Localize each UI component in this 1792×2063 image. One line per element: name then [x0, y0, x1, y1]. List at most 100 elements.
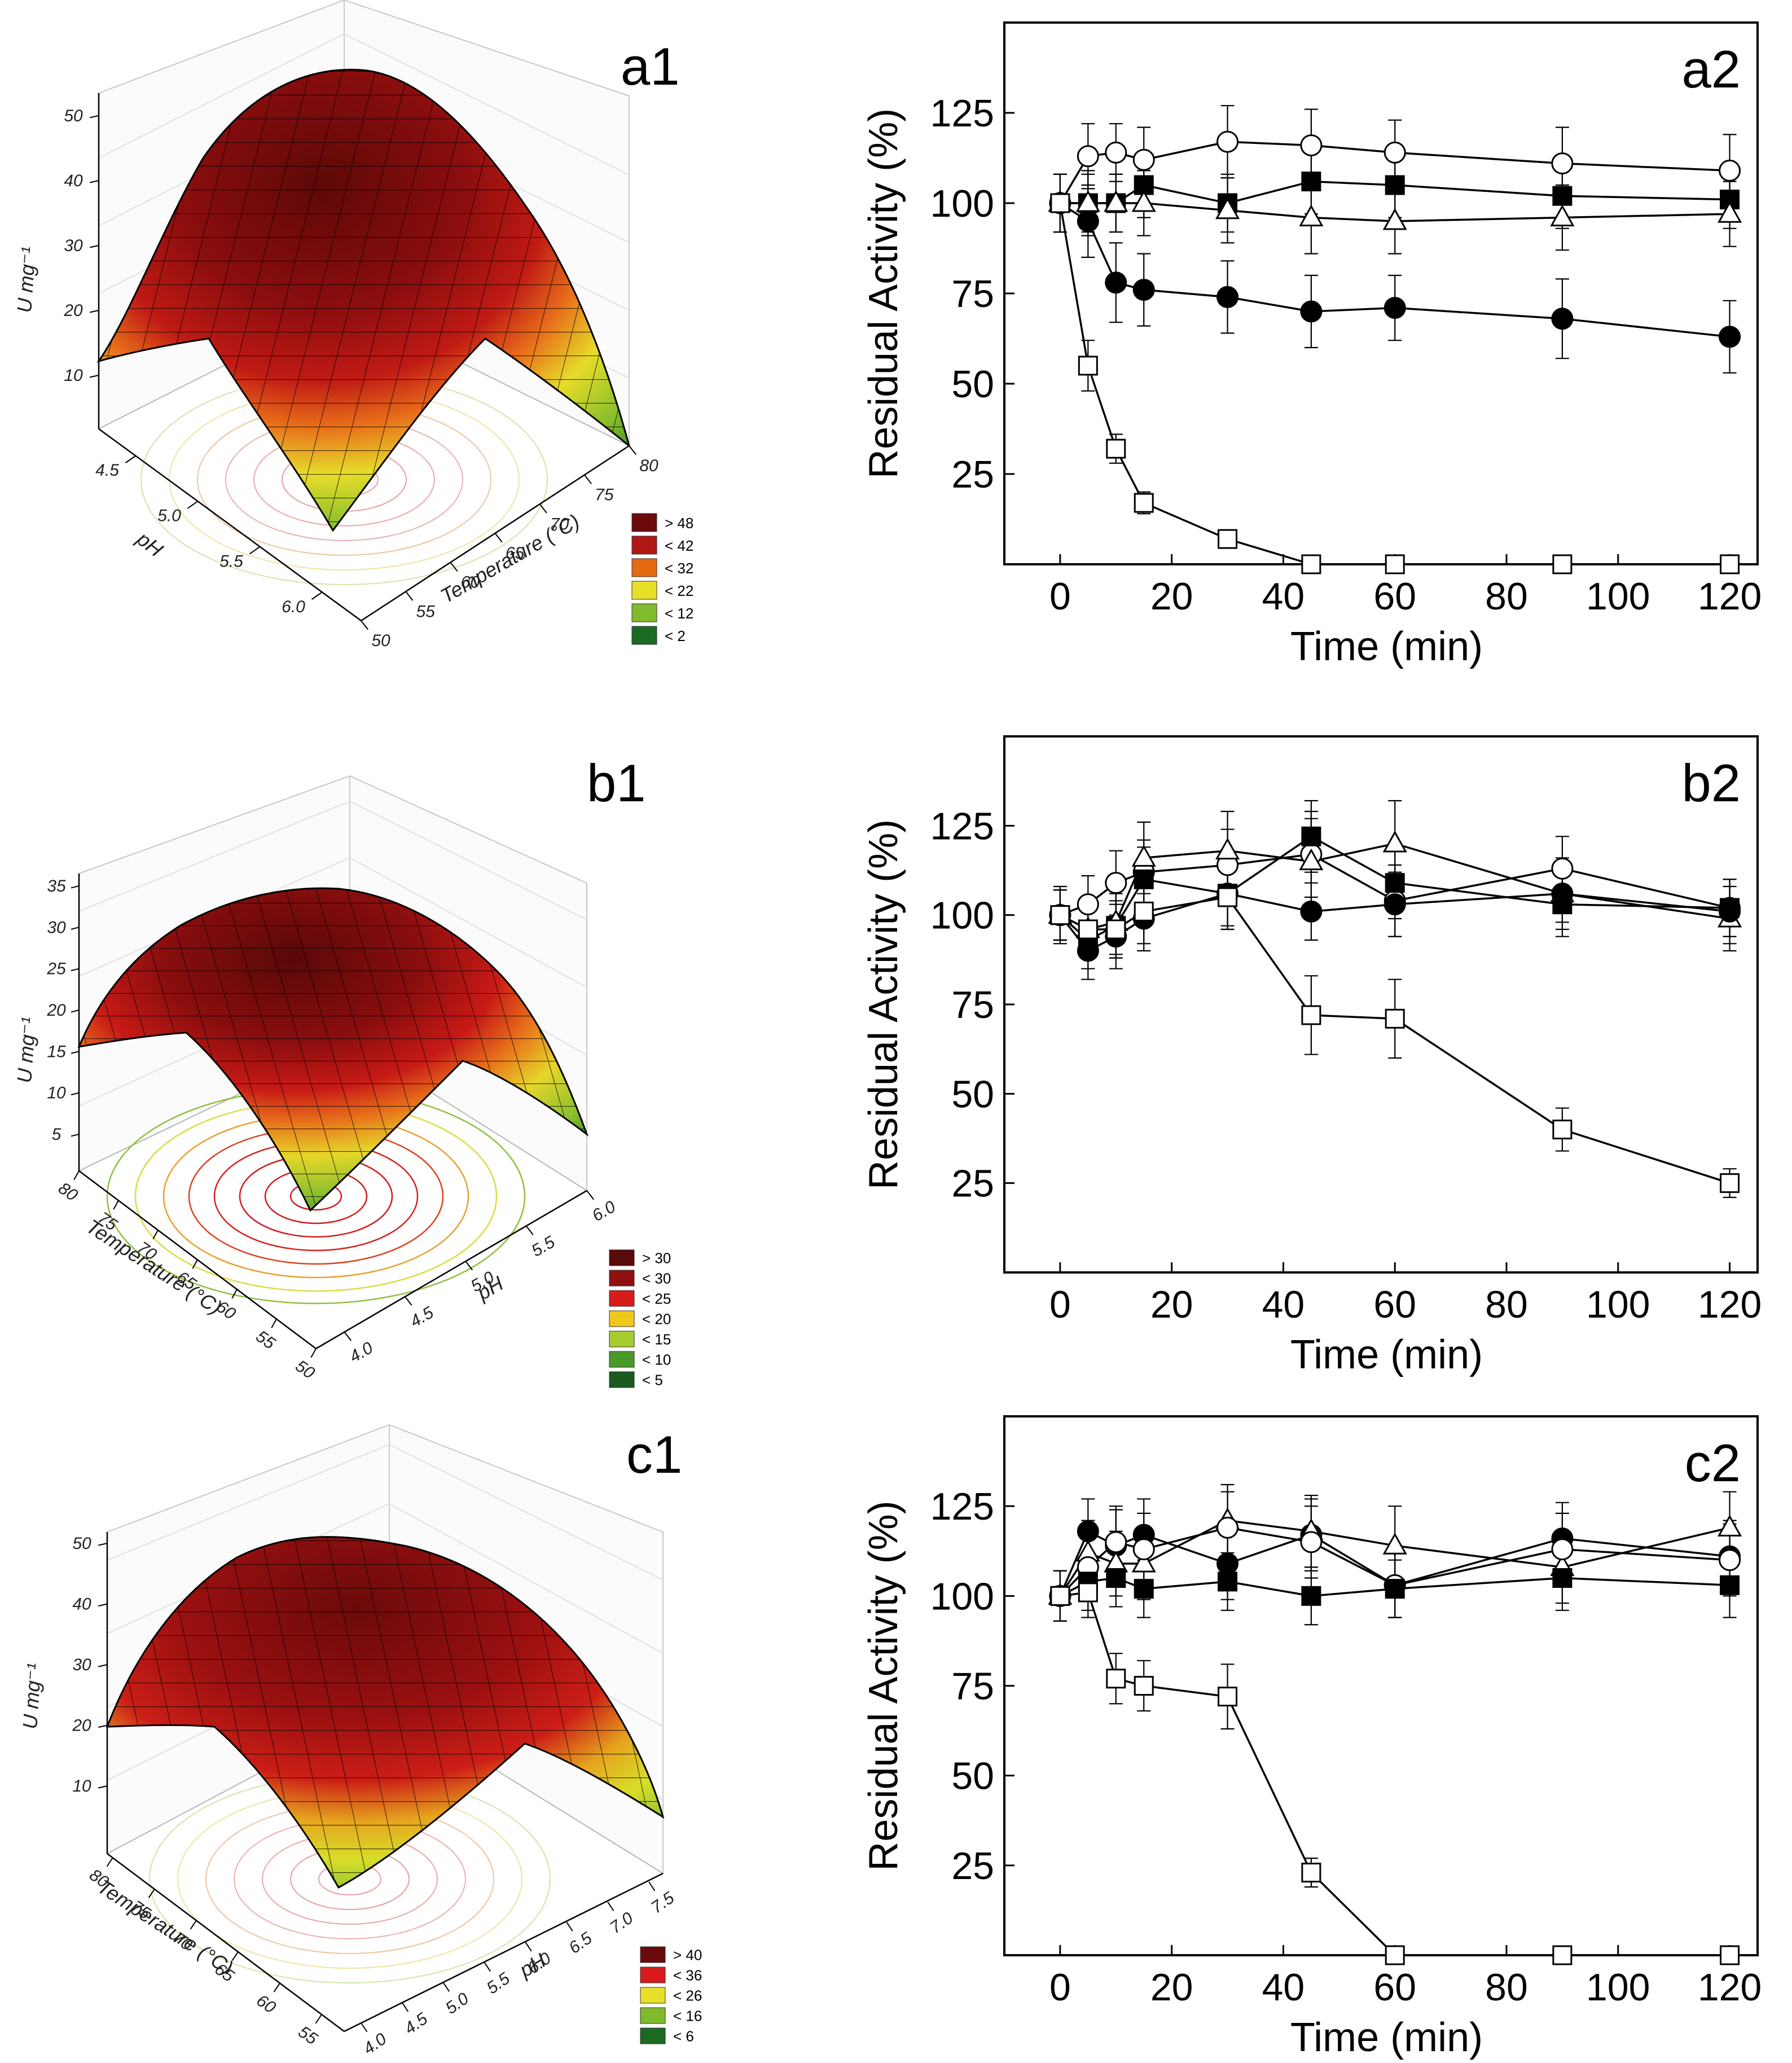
- tick-mark: [566, 1921, 573, 1932]
- legend-label: < 22: [665, 582, 693, 599]
- x-tick-label: 40: [1262, 1966, 1305, 2009]
- tick-label: 6.0: [282, 598, 305, 616]
- tick-label: 50: [72, 1534, 91, 1553]
- tick-mark: [71, 885, 80, 889]
- legend-label: < 25: [642, 1290, 671, 1307]
- legend-swatch: [609, 1249, 635, 1266]
- data-point: [1719, 1549, 1741, 1572]
- legend-label: < 16: [673, 2007, 702, 2024]
- data-point: [1382, 208, 1407, 230]
- x-tick-label: 120: [1698, 1966, 1762, 2009]
- legend-label: < 5: [642, 1371, 663, 1388]
- x-tick-label: 60: [1373, 1283, 1416, 1326]
- tick-label: 4.5: [95, 461, 119, 480]
- data-point: [1134, 901, 1154, 921]
- tick-label: 20: [72, 1717, 91, 1735]
- tick-mark: [71, 1092, 80, 1096]
- data-point: [1134, 1676, 1154, 1696]
- data-point: [1218, 887, 1238, 907]
- tick-mark: [71, 968, 80, 972]
- data-point: [1720, 1575, 1740, 1595]
- tick-label: 10: [64, 366, 83, 385]
- tick-mark: [125, 455, 136, 464]
- legend: > 40 < 36 < 26 < 16 < 6: [640, 1946, 702, 2044]
- legend-label: < 32: [665, 560, 693, 577]
- tick-mark: [90, 310, 99, 313]
- legend-swatch: [631, 513, 657, 532]
- tick-label: 4.5: [401, 2009, 431, 2038]
- z-axis-title: U mg⁻¹: [18, 1662, 46, 1730]
- data-point: [1719, 159, 1741, 182]
- data-point: [1301, 1863, 1321, 1883]
- tick-mark: [98, 1664, 108, 1667]
- data-point: [1551, 883, 1574, 905]
- data-point: [1301, 826, 1321, 846]
- legend: > 48 < 42 < 32 < 22 < 12 < 2: [631, 513, 693, 645]
- y-axis-title: Residual Activity (%): [861, 108, 906, 479]
- data-point: [1719, 900, 1741, 923]
- data-point: [1134, 1579, 1154, 1599]
- data-point: [1132, 279, 1155, 301]
- tick-label: 55: [295, 2022, 321, 2048]
- tick-label: 30: [64, 236, 83, 255]
- data-point: [1131, 190, 1156, 212]
- tick-mark: [98, 1543, 108, 1546]
- x-axis-title: Time (min): [1290, 624, 1483, 669]
- data-point: [1717, 1515, 1742, 1537]
- tick-mark: [315, 2014, 322, 2024]
- data-point: [1551, 308, 1574, 330]
- data-point: [1106, 919, 1126, 940]
- data-point: [1131, 1550, 1156, 1573]
- y-tick-label: 100: [930, 182, 994, 225]
- tick-label: 55: [252, 1327, 279, 1353]
- y-axis-title: Residual Activity (%): [861, 819, 906, 1189]
- tick-mark: [90, 245, 99, 248]
- y-tick-label: 50: [951, 363, 994, 406]
- panel-label-c1: c1: [626, 1425, 682, 1484]
- tick-mark: [98, 1785, 108, 1789]
- y-tick-label: 100: [930, 894, 994, 937]
- tick-mark: [152, 1230, 159, 1240]
- tick-mark: [450, 562, 458, 572]
- plot-frame: [1003, 735, 1759, 1274]
- data-point: [1382, 1533, 1407, 1555]
- data-point: [1106, 1568, 1126, 1588]
- legend-label: > 30: [642, 1249, 671, 1266]
- data-point: [1104, 190, 1128, 212]
- series-open-square: [1053, 173, 1730, 565]
- tick-label: 80: [639, 457, 658, 475]
- data-point: [1385, 554, 1405, 574]
- legend-label: < 10: [642, 1351, 671, 1368]
- y-tick-label: 75: [951, 984, 994, 1026]
- data-point: [1719, 326, 1741, 348]
- data-point: [1050, 1586, 1070, 1606]
- legend-swatch: [609, 1371, 635, 1388]
- tick-mark: [113, 1200, 119, 1210]
- data-point: [1077, 940, 1099, 962]
- data-point: [1132, 1538, 1155, 1561]
- panel-label-a2: a2: [1681, 39, 1741, 99]
- legend-swatch: [640, 2007, 666, 2024]
- surface-plot-a1: 10 20 30 40 50 4.5 5.0 5.5 6.0 50 55 60 65 70 75 80 U…: [12, 0, 693, 650]
- z-axis-title: U mg⁻¹: [12, 1016, 40, 1084]
- x-tick-label: 20: [1150, 575, 1193, 618]
- tick-mark: [629, 445, 637, 455]
- data-point: [1552, 1568, 1573, 1588]
- tick-label: 65: [506, 544, 525, 563]
- tick-label: 5.0: [442, 1989, 472, 2018]
- tick-label: 20: [63, 301, 83, 320]
- data-point: [1385, 1579, 1405, 1599]
- line-chart-c2: 0 20 40 60 80 100 120 25 50 75 100 125 Time (min) Res…: [861, 1415, 1762, 2060]
- y-tick-label: 50: [951, 1073, 994, 1116]
- data-point: [1050, 193, 1070, 213]
- x-axis-title: Time (min): [1290, 1332, 1483, 1377]
- tick-label: 35: [47, 877, 66, 896]
- y-axis-title: Residual Activity (%): [861, 1500, 906, 1871]
- data-point: [1301, 172, 1321, 192]
- data-point: [1215, 197, 1240, 220]
- data-point: [1383, 893, 1406, 916]
- tick-mark: [442, 1982, 450, 1992]
- tick-mark: [90, 115, 99, 118]
- x-tick-label: 0: [1049, 1966, 1071, 2009]
